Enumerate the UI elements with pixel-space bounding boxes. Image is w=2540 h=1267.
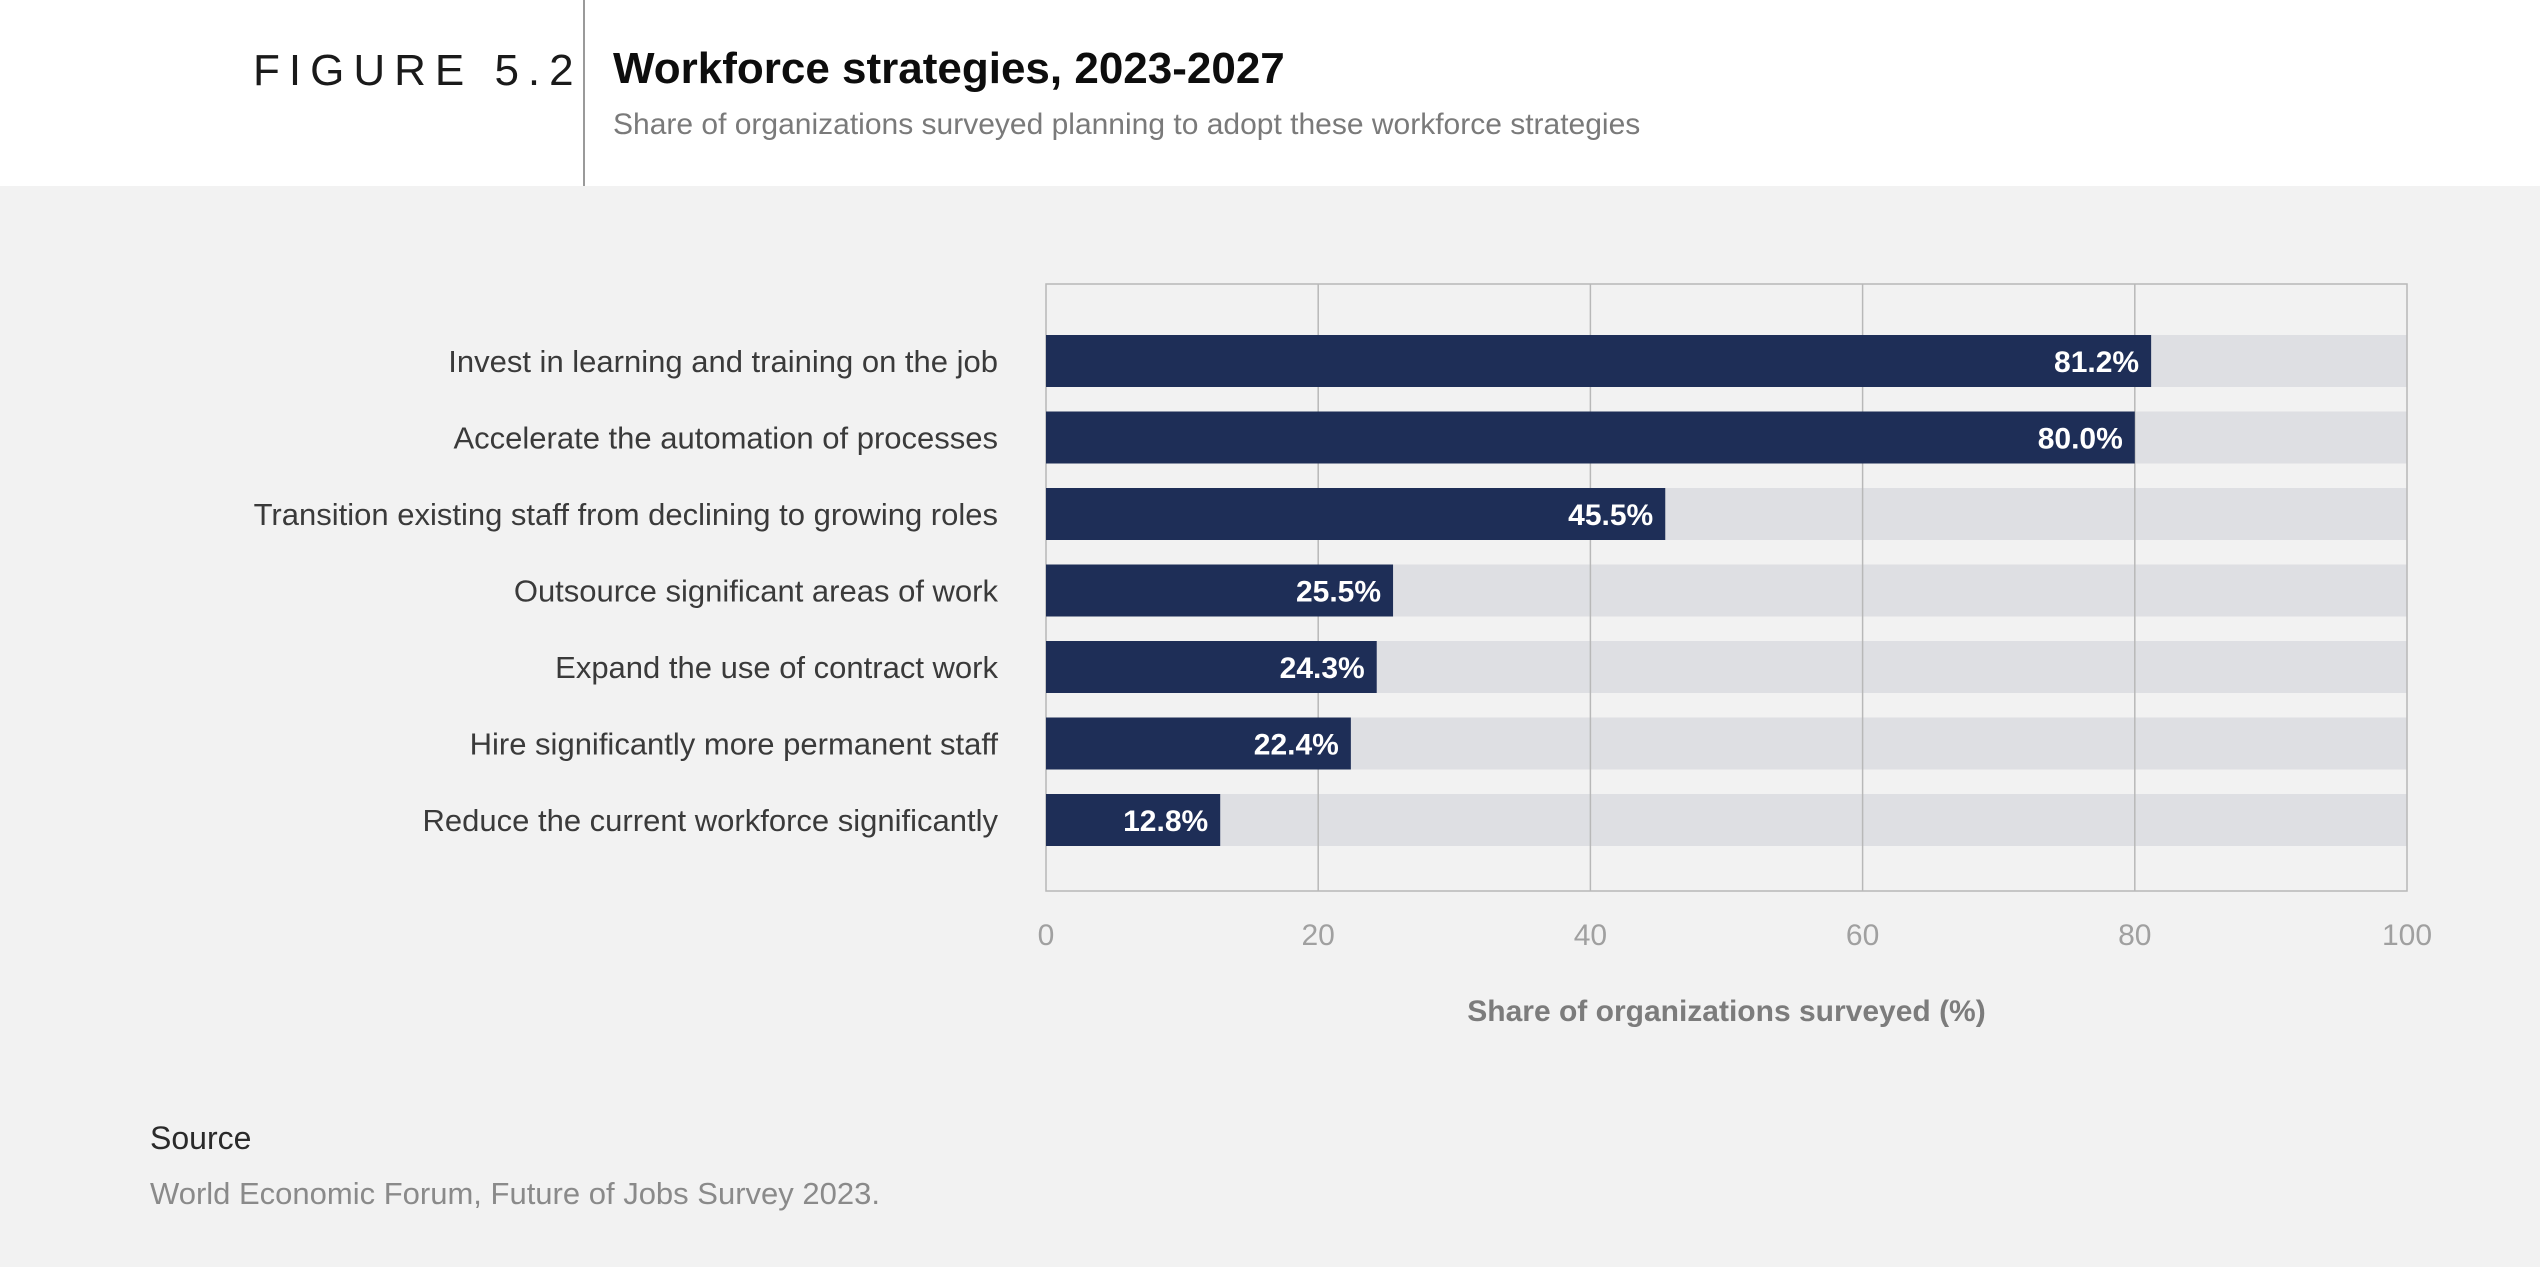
bar	[1046, 488, 1666, 540]
category-label: Reduce the current workforce significant…	[423, 803, 999, 838]
value-label: 22.4%	[1254, 729, 1339, 762]
figure-header: FIGURE 5.2 Workforce strategies, 2023-20…	[0, 0, 2540, 186]
x-tick-label: 80	[2118, 919, 2151, 952]
bar	[1046, 411, 2135, 464]
x-tick-label: 20	[1302, 919, 1335, 952]
category-label: Outsource significant areas of work	[514, 574, 999, 609]
category-label: Accelerate the automation of processes	[453, 421, 998, 456]
bar	[1046, 641, 1377, 693]
figure-number: FIGURE 5.2	[253, 46, 583, 95]
value-label: 24.3%	[1280, 652, 1365, 685]
category-label: Hire significantly more permanent staff	[470, 727, 999, 762]
bar	[1046, 564, 1394, 617]
x-tick-label: 60	[1846, 919, 1879, 952]
bar-track	[1046, 794, 2407, 846]
value-label: 12.8%	[1123, 805, 1208, 838]
figure-subtitle: Share of organizations surveyed planning…	[613, 108, 1641, 141]
bar	[1046, 794, 1221, 846]
category-label: Invest in learning and training on the j…	[448, 344, 998, 379]
header-divider	[583, 0, 585, 186]
category-label: Expand the use of contract work	[555, 650, 998, 685]
figure-title: Workforce strategies, 2023-2027	[613, 44, 1285, 93]
x-tick-label: 100	[2382, 919, 2432, 952]
bar-chart: 81.2% Invest in learning and training on …	[254, 283, 2432, 1028]
bar	[1046, 717, 1351, 770]
bar	[1046, 335, 2152, 387]
x-tick-label: 40	[1574, 919, 1607, 952]
value-label: 45.5%	[1568, 499, 1653, 532]
source-text: World Economic Forum, Future of Jobs Sur…	[150, 1176, 880, 1211]
category-label: Transition existing staff from declining…	[254, 497, 998, 532]
source-heading: Source	[150, 1120, 252, 1156]
value-label: 80.0%	[2038, 423, 2123, 456]
value-label: 81.2%	[2054, 346, 2139, 379]
x-tick-label: 0	[1038, 919, 1055, 952]
x-axis-title: Share of organizations surveyed (%)	[1467, 995, 1985, 1028]
value-label: 25.5%	[1296, 576, 1381, 609]
